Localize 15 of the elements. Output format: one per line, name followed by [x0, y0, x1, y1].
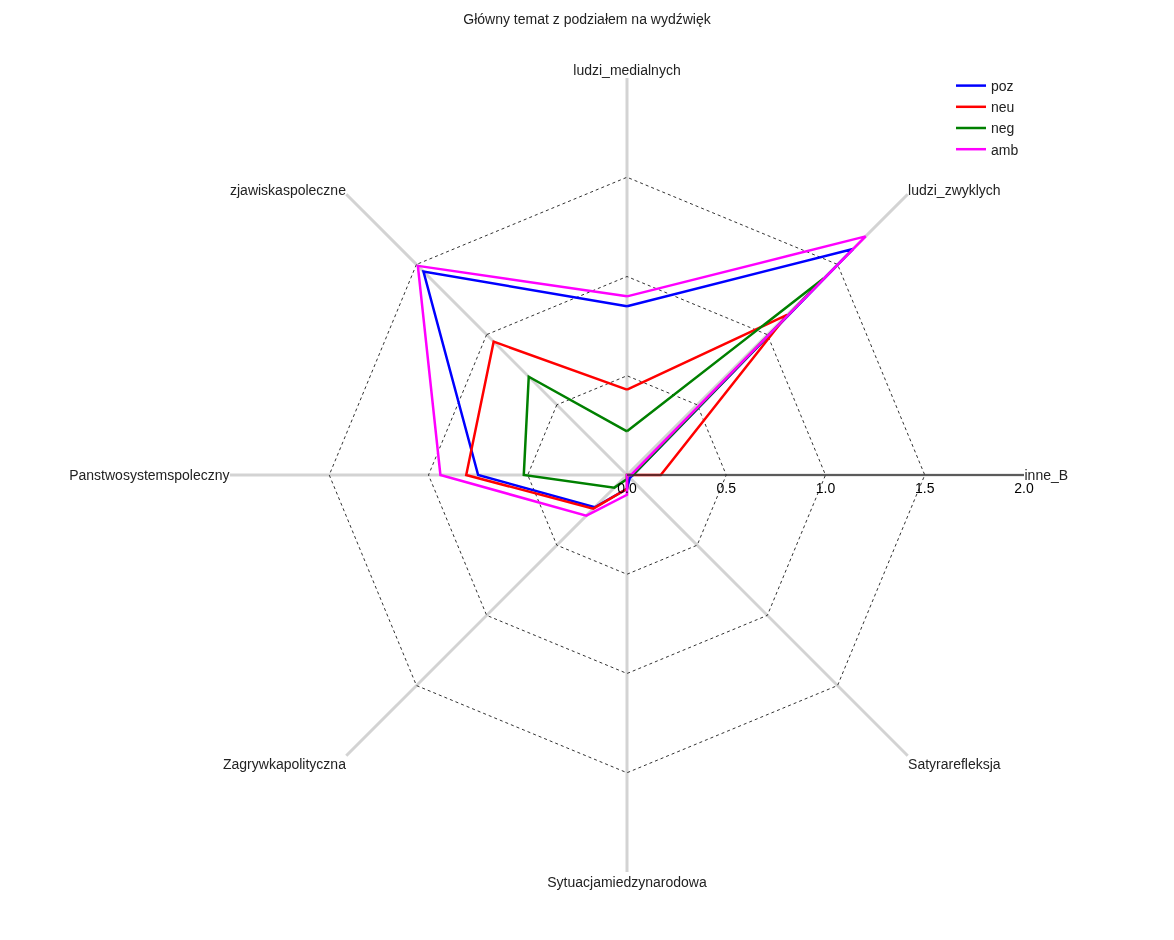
spoke-label: Sytuacjamiedzynarodowa [547, 873, 707, 890]
y-tick-label: 1.0 [815, 479, 836, 496]
spoke-label: ludzi_zwyklych [908, 182, 1001, 199]
legend-label: poz [991, 78, 1014, 95]
y-tick-label: 1.5 [915, 479, 935, 496]
y-tick-label: 0.5 [716, 479, 737, 496]
legend-label: amb [991, 141, 1019, 158]
spoke-label: ludzi_medialnych [573, 61, 681, 78]
spoke-label: Zagrywkapolityczna [222, 756, 347, 773]
chart-title: Główny temat z podziałem na wydźwięk [463, 10, 712, 27]
spoke-label: Satyrarefleksja [908, 756, 1001, 773]
spoke-label: zjawiskaspoleczne [229, 182, 347, 199]
legend-label: neg [991, 120, 1015, 137]
legend-label: neu [991, 99, 1015, 116]
spoke-label: Panstwosystemspoleczny [69, 466, 230, 483]
